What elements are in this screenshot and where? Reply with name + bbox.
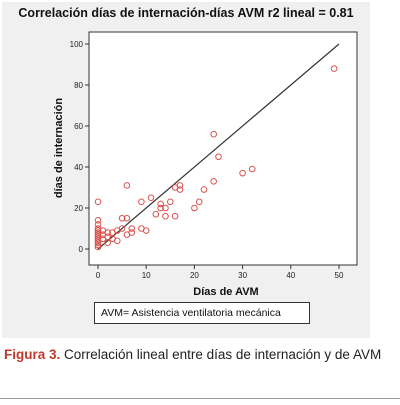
x-tick-label: 10 [142, 271, 151, 280]
data-point [94, 198, 102, 206]
data-point [215, 153, 222, 161]
data-point [239, 169, 246, 177]
scatter-chart: Correlación días de internación-días AVM… [18, 6, 358, 298]
data-point [128, 229, 136, 236]
data-point [118, 225, 126, 232]
data-point [176, 186, 184, 193]
axis-ticks: 0 10 20 30 40 50 0 20 40 60 80 100 [70, 40, 344, 280]
y-tick-label: 40 [74, 163, 83, 172]
data-point [162, 212, 169, 220]
data-point [123, 214, 131, 222]
data-point [330, 65, 338, 72]
y-tick-label: 20 [74, 204, 83, 213]
data-point [104, 239, 111, 247]
data-point [118, 214, 126, 222]
x-axis-label: Días de AVM [193, 286, 258, 298]
x-tick-label: 40 [286, 271, 295, 280]
data-point [94, 227, 102, 234]
data-point [152, 210, 160, 218]
data-point [94, 231, 102, 238]
fit-line [97, 43, 340, 250]
data-point [128, 225, 136, 232]
data-point [210, 178, 217, 185]
data-point [94, 217, 102, 224]
data-point [94, 239, 102, 247]
bottom-divider [0, 398, 400, 399]
data-point [113, 237, 121, 245]
data-point [191, 204, 198, 212]
data-point [147, 194, 155, 202]
data-point [167, 198, 174, 206]
x-tick-label: 0 [96, 271, 101, 280]
caption-label: Figura 3. [4, 347, 61, 362]
data-point [171, 212, 179, 220]
data-point [248, 165, 256, 173]
data-point [210, 130, 217, 138]
data-point [94, 243, 102, 251]
data-point [200, 186, 208, 193]
data-point [157, 204, 164, 212]
y-tick-label: 60 [74, 122, 83, 131]
data-point [123, 182, 131, 189]
caption-text: Correlación lineal entre días de interna… [60, 347, 382, 362]
legend-note: AVM= Asistencia ventilatoria mecánica [94, 302, 310, 324]
y-tick-label: 100 [70, 40, 84, 49]
y-axis-label: días de internación [53, 98, 65, 199]
data-point [104, 229, 111, 236]
y-tick-label: 80 [74, 81, 83, 90]
chart-title: Correlación días de internación-días AVM… [18, 6, 353, 20]
data-point [94, 235, 102, 243]
data-point [157, 200, 164, 208]
data-point [195, 198, 203, 206]
data-point [138, 198, 145, 206]
data-point [176, 182, 184, 189]
figure-caption: Figura 3. Correlación lineal entre días … [4, 346, 390, 364]
x-tick-label: 20 [190, 271, 199, 280]
data-point [94, 221, 102, 228]
x-tick-label: 50 [335, 271, 344, 280]
data-point [162, 204, 169, 212]
x-tick-label: 30 [238, 271, 247, 280]
data-points [94, 65, 338, 251]
figure-panel: Correlación días de internación-días AVM… [2, 2, 370, 338]
data-point [94, 241, 102, 249]
y-tick-label: 0 [79, 245, 84, 254]
data-point [142, 227, 150, 234]
